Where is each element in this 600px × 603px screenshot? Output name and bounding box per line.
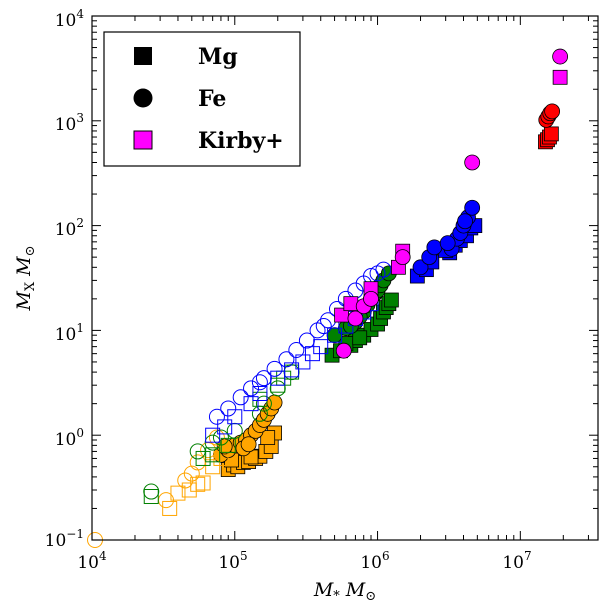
data-point: [352, 330, 368, 346]
data-point: [251, 374, 268, 391]
legend-label-kirby: Kirby+: [198, 128, 284, 154]
data-point: [278, 351, 295, 368]
data-point: [335, 342, 352, 359]
legend-marker-fe: [133, 88, 153, 108]
data-point: [189, 454, 206, 471]
data-point: [375, 261, 392, 278]
data-point: [266, 394, 283, 411]
data-point: [313, 339, 329, 355]
y-tick-label: 100: [55, 426, 84, 450]
data-point: [269, 380, 286, 397]
data-point: [439, 235, 456, 252]
data-point: [208, 408, 225, 425]
data-point: [544, 103, 561, 120]
y-tick-label: 102: [55, 216, 84, 240]
data-point: [220, 400, 237, 417]
data-point: [457, 213, 473, 230]
data-point: [347, 310, 364, 327]
y-tick-label: 104: [55, 7, 85, 31]
data-point: [205, 447, 221, 463]
x-tick-label: 106: [360, 549, 389, 573]
data-point: [232, 389, 249, 406]
data-point: [177, 472, 194, 489]
data-point: [552, 69, 568, 85]
data-point: [143, 483, 160, 500]
data-point: [189, 443, 206, 460]
data-point: [383, 292, 399, 308]
data-point: [255, 395, 272, 412]
x-tick-label: 104: [77, 549, 107, 573]
y-tick-label: 10−1: [45, 527, 84, 551]
data-point: [315, 318, 332, 335]
data-point: [205, 459, 221, 475]
data-point: [240, 436, 257, 453]
data-point: [227, 409, 243, 425]
data-point: [243, 380, 260, 397]
data-point: [543, 126, 559, 142]
data-point: [343, 296, 359, 312]
data-point: [426, 239, 443, 256]
data-point: [251, 405, 268, 422]
x-tick-label: 107: [502, 549, 531, 573]
data-point: [162, 500, 178, 516]
data-point: [309, 322, 326, 339]
data-point: [208, 429, 225, 446]
data-point: [226, 422, 243, 439]
data-point: [260, 430, 276, 445]
legend-label-fe: Fe: [198, 86, 226, 112]
data-point: [181, 482, 197, 498]
data-point: [363, 290, 379, 307]
data-point: [195, 475, 211, 491]
axis-ticks: [91, 15, 598, 541]
data-point: [170, 485, 186, 501]
data-point: [143, 489, 159, 505]
data-point: [464, 154, 481, 171]
data-point: [255, 370, 272, 387]
legend-label-mg: Mg: [198, 44, 238, 70]
data-point: [266, 360, 283, 377]
data-point: [412, 259, 429, 276]
y-tick-label: 103: [55, 111, 84, 135]
data-point: [464, 199, 481, 216]
data-point: [183, 465, 200, 482]
plot-frame: [91, 15, 599, 541]
y-axis-title: MXM⊙: [13, 245, 38, 311]
y-tick-label: 101: [55, 321, 84, 345]
data-point: [217, 419, 233, 435]
data-points: [87, 48, 569, 548]
data-point: [369, 265, 386, 282]
legend-marker-mg: [134, 47, 152, 65]
legend: Mg Fe Kirby+: [103, 31, 301, 167]
legend-marker-kirby: [133, 130, 153, 150]
data-point: [552, 48, 569, 65]
data-point: [295, 354, 311, 370]
x-tick-label: 105: [218, 549, 247, 573]
data-point: [327, 327, 343, 343]
data-point: [298, 332, 315, 349]
data-point: [394, 249, 411, 266]
data-point: [288, 342, 305, 359]
data-point: [205, 427, 221, 443]
data-point: [252, 385, 268, 401]
data-point: [190, 476, 206, 492]
data-point: [212, 429, 229, 446]
data-point: [270, 370, 286, 386]
data-point: [284, 362, 300, 378]
x-axis-title: M* M⊙: [313, 579, 376, 603]
